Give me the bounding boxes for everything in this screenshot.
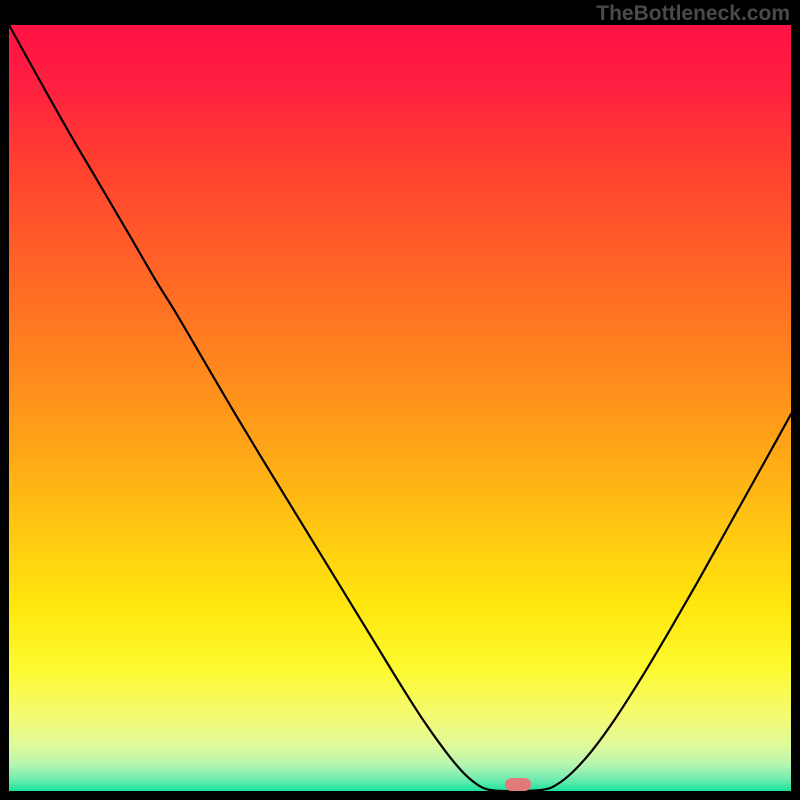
watermark-text: TheBottleneck.com	[596, 2, 790, 26]
chart-container: TheBottleneck.com	[0, 0, 800, 800]
optimum-marker	[505, 778, 531, 791]
chart-background-gradient	[9, 25, 791, 791]
